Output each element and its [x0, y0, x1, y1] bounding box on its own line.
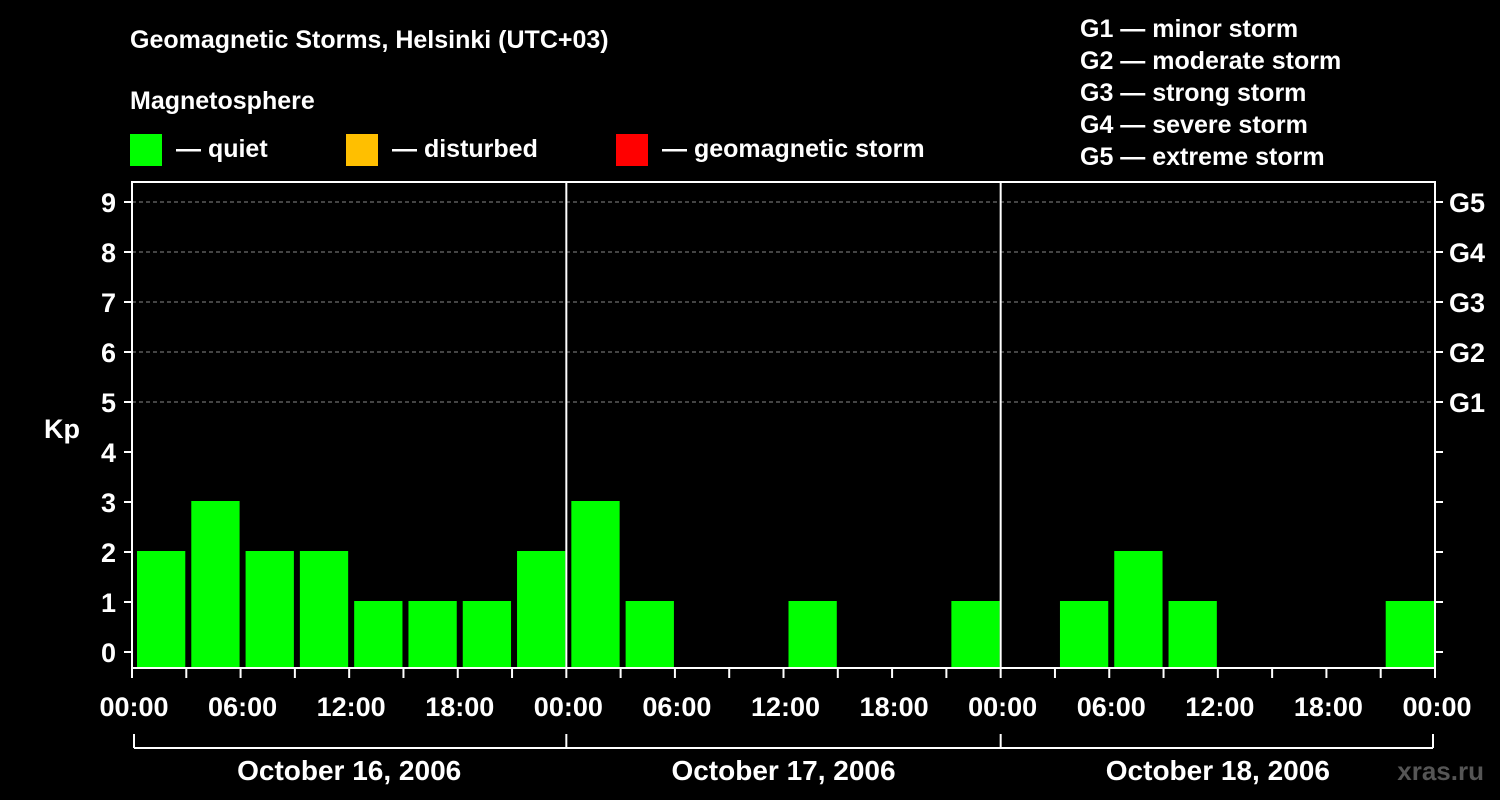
storm-scale-g1: G1 — minor storm	[1080, 15, 1298, 43]
y-tick-label: 3	[101, 488, 116, 518]
right-tick-label: G4	[1449, 238, 1485, 268]
x-tick-label: 12:00	[751, 692, 820, 722]
bar	[517, 551, 566, 668]
x-tick-label: 00:00	[99, 692, 168, 722]
y-tick-label: 5	[101, 388, 116, 418]
magnetosphere-heading: Magnetosphere	[130, 87, 315, 115]
bar	[788, 601, 837, 668]
bar	[1059, 601, 1109, 668]
bar	[408, 601, 457, 668]
legend-swatch-quiet	[130, 134, 162, 166]
x-tick-label: 18:00	[860, 692, 929, 722]
right-tick-label: G3	[1449, 288, 1485, 318]
bar	[625, 601, 674, 668]
legend: — quiet — disturbed — geomagnetic storm	[130, 134, 925, 166]
x-tick-label: 12:00	[317, 692, 386, 722]
y-tick-label: 8	[101, 238, 116, 268]
x-tick-label: 18:00	[425, 692, 494, 722]
x-tick-label: 00:00	[534, 692, 603, 722]
storm-scale-legend: G1 — minor storm G2 — moderate storm G3 …	[1080, 15, 1341, 171]
y-tick-label: 7	[101, 288, 116, 318]
day-label: October 18, 2006	[1106, 755, 1330, 786]
y-tick-label: 2	[101, 538, 116, 568]
bar	[1114, 551, 1163, 668]
bar	[1385, 601, 1434, 668]
bar	[191, 501, 240, 668]
bar	[245, 551, 294, 668]
watermark: xras.ru	[1397, 756, 1484, 786]
bar	[1168, 601, 1217, 668]
storm-scale-g3: G3 — strong storm	[1080, 79, 1306, 107]
x-tick-label: 06:00	[1077, 692, 1146, 722]
x-tick-label: 00:00	[968, 692, 1037, 722]
grid-layer	[132, 201, 1435, 403]
right-tick-label: G1	[1449, 388, 1485, 418]
bars-layer	[137, 501, 1434, 668]
day-label: October 16, 2006	[237, 755, 461, 786]
x-tick-label: 06:00	[208, 692, 277, 722]
x-tick-label: 18:00	[1294, 692, 1363, 722]
bar	[299, 551, 349, 668]
legend-label-disturbed: — disturbed	[392, 135, 538, 163]
x-tick-label: 06:00	[642, 692, 711, 722]
y-axis-label: Kp	[44, 414, 80, 444]
right-tick-label: G2	[1449, 338, 1485, 368]
x-tick-label: 00:00	[1402, 692, 1471, 722]
legend-swatch-disturbed	[346, 134, 378, 166]
storm-scale-g4: G4 — severe storm	[1080, 111, 1308, 139]
day-label: October 17, 2006	[671, 755, 895, 786]
right-tick-label: G5	[1449, 188, 1485, 218]
bar	[354, 601, 403, 668]
y-tick-label: 4	[101, 438, 116, 468]
x-tick-label: 12:00	[1185, 692, 1254, 722]
y-tick-label: 6	[101, 338, 116, 368]
bar	[951, 601, 1000, 668]
y-tick-label: 0	[101, 638, 116, 668]
ticks-layer: 0 1 2 3 4 5 6 7 8 9 G1 G2 G3 G4 G5 00:00 06:00 12:00 18:00…	[99, 188, 1485, 786]
chart-title: Geomagnetic Storms, Helsinki (UTC+03)	[130, 26, 609, 54]
legend-label-quiet: — quiet	[176, 135, 268, 163]
bar	[462, 601, 512, 668]
bar	[571, 501, 620, 668]
legend-label-storm: — geomagnetic storm	[662, 135, 925, 163]
y-tick-label: 1	[101, 588, 116, 618]
storm-scale-g2: G2 — moderate storm	[1080, 47, 1341, 75]
legend-swatch-storm	[616, 134, 648, 166]
bar	[137, 551, 186, 668]
storm-scale-g5: G5 — extreme storm	[1080, 143, 1325, 171]
y-tick-label: 9	[101, 188, 116, 218]
